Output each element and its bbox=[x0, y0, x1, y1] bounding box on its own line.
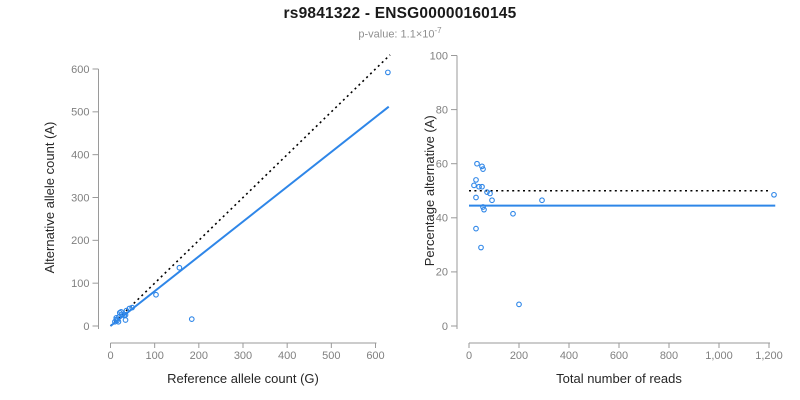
data-point bbox=[489, 197, 495, 204]
y-tick-label: 600 bbox=[71, 64, 89, 76]
y-tick-label: 300 bbox=[71, 192, 89, 204]
x-tick-label: 200 bbox=[190, 350, 208, 362]
y-tick-label: 200 bbox=[71, 235, 89, 247]
x-tick-label: 100 bbox=[145, 350, 163, 362]
data-point bbox=[476, 183, 482, 190]
identity-line bbox=[109, 54, 391, 327]
data-point bbox=[479, 163, 485, 170]
x-tick-label: 400 bbox=[560, 350, 578, 362]
y-tick-label: 100 bbox=[71, 278, 89, 290]
data-point bbox=[539, 197, 545, 204]
data-point bbox=[478, 244, 484, 251]
data-point bbox=[473, 194, 479, 201]
data-point bbox=[118, 311, 125, 318]
y-tick-label: 100 bbox=[430, 50, 448, 62]
data-point bbox=[480, 204, 486, 210]
y-tick-label: 20 bbox=[436, 267, 448, 279]
data-point bbox=[771, 191, 777, 198]
data-point bbox=[176, 264, 183, 271]
data-point bbox=[129, 304, 135, 311]
data-point bbox=[480, 166, 486, 172]
y-tick-label: 400 bbox=[71, 149, 89, 161]
data-point bbox=[473, 177, 479, 183]
x-tick-label: 300 bbox=[234, 350, 252, 362]
data-point bbox=[118, 309, 124, 315]
x-tick-label: 1,000 bbox=[705, 350, 733, 362]
y-tick-label: 60 bbox=[436, 159, 448, 171]
data-point bbox=[115, 318, 122, 325]
x-axis-title: Total number of reads bbox=[556, 371, 682, 386]
data-point bbox=[122, 317, 129, 323]
x-tick-label: 1,200 bbox=[755, 350, 783, 362]
x-axis-title: Reference allele count (G) bbox=[167, 371, 319, 386]
figure-header: rs9841322 - ENSG00000160145 p-value: 1.1… bbox=[0, 5, 800, 41]
data-point bbox=[471, 182, 477, 189]
x-tick-label: 600 bbox=[366, 350, 384, 362]
data-point bbox=[385, 69, 391, 76]
data-point bbox=[126, 305, 133, 312]
percentage-scatter-plot: 0 20 40 60 80 100 0 200 400 600 800 1,000 1,200 Total… bbox=[422, 50, 783, 386]
data-point bbox=[516, 301, 522, 308]
x-tick-label: 600 bbox=[610, 350, 628, 362]
x-tick-label: 0 bbox=[466, 350, 472, 362]
figure-title: rs9841322 - ENSG00000160145 bbox=[283, 5, 517, 22]
data-point bbox=[114, 317, 120, 324]
pvalue-exponent: -7 bbox=[434, 26, 442, 35]
data-point bbox=[510, 210, 516, 217]
pvalue-text: p-value: 1.1×10 bbox=[358, 28, 435, 41]
x-tick-label: 400 bbox=[278, 350, 296, 362]
data-point bbox=[188, 316, 195, 322]
data-point bbox=[481, 206, 487, 213]
y-tick-label: 80 bbox=[436, 104, 448, 116]
data-point bbox=[473, 225, 479, 232]
allele-count-scatter-plot: 0 100 200 300 400 500 600 0 100 200 300 400 500 600 Re… bbox=[42, 54, 391, 386]
data-point bbox=[474, 160, 480, 167]
x-tick-label: 800 bbox=[660, 350, 678, 362]
y-tick-label: 40 bbox=[436, 213, 448, 225]
data-point bbox=[484, 189, 490, 195]
y-axis-title: Alternative allele count (A) bbox=[42, 122, 57, 274]
regression-line bbox=[109, 105, 390, 327]
x-tick-label: 500 bbox=[322, 350, 340, 362]
data-point bbox=[487, 190, 493, 197]
y-tick-label: 500 bbox=[71, 107, 89, 119]
y-axis-title: Percentage alternative (A) bbox=[422, 115, 437, 266]
data-point bbox=[479, 183, 485, 190]
x-tick-label: 0 bbox=[107, 350, 113, 362]
x-tick-label: 200 bbox=[510, 350, 528, 362]
data-point bbox=[153, 291, 159, 298]
figure-subtitle: p-value: 1.1×10-7 bbox=[0, 26, 800, 41]
y-tick-label: 0 bbox=[83, 321, 89, 333]
y-tick-label: 0 bbox=[442, 321, 448, 333]
